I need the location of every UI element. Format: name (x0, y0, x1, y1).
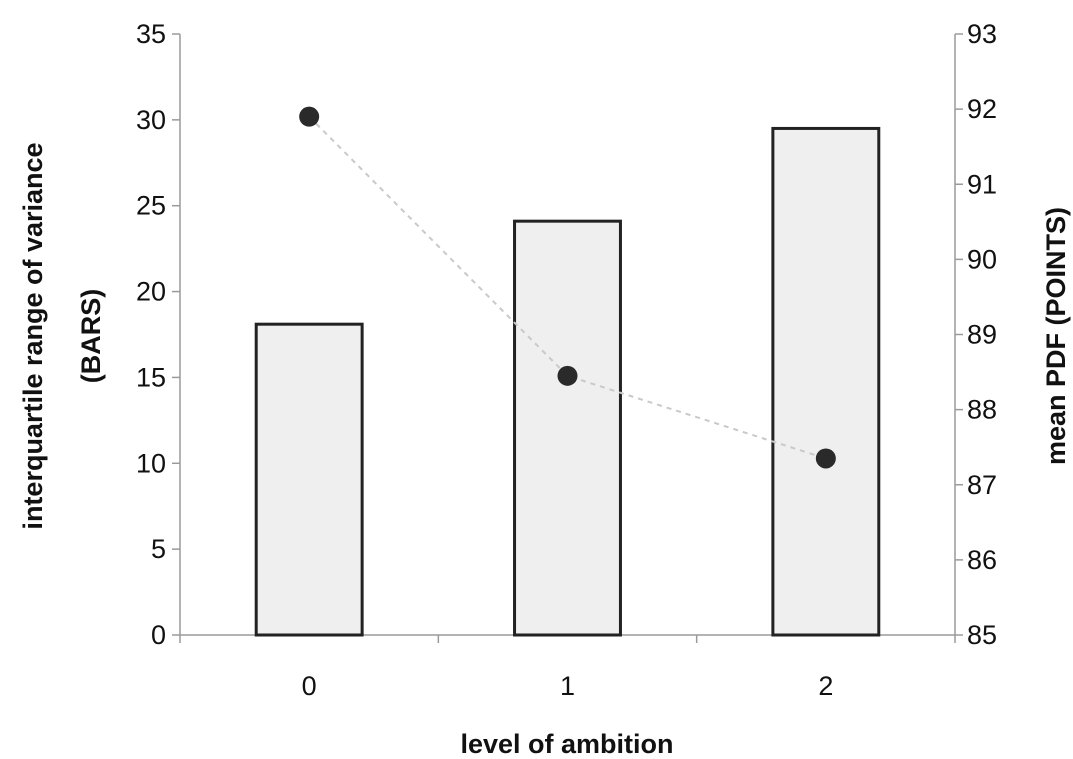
left-axis-title-line2-wrap: (BARS) (76, 289, 106, 384)
points (299, 106, 836, 469)
left-tick-label: 25 (136, 191, 166, 221)
data-point (557, 365, 578, 386)
data-point (299, 106, 320, 127)
data-point (815, 448, 836, 469)
bar (771, 126, 881, 637)
right-tick-label: 89 (967, 320, 997, 350)
trend-line (308, 115, 827, 460)
right-tick-label: 92 (967, 94, 997, 124)
left-tick-label: 5 (151, 534, 166, 564)
left-tick-label: 20 (136, 277, 166, 307)
labels: 0 5 10 15 20 25 30 35 85 86 87 88 89 90 91 92 93 0 1 2 (136, 19, 997, 701)
right-tick-label: 88 (967, 395, 997, 425)
left-axis-title-line1-wrap: interquartile range of variance (18, 142, 48, 529)
right-tick-label: 91 (967, 169, 997, 199)
bars (254, 126, 881, 637)
trend-line-group (308, 115, 827, 460)
bar (254, 322, 364, 637)
x-tick-label: 0 (302, 671, 317, 701)
bar (513, 219, 622, 637)
x-tick-label: 1 (560, 671, 575, 701)
right-tick-label: 87 (967, 470, 997, 500)
x-tick-label: 2 (818, 671, 833, 701)
right-tick-label: 93 (967, 19, 997, 49)
right-tick-label: 85 (967, 620, 997, 650)
left-axis-title-line2: (BARS) (76, 289, 106, 384)
left-tick-label: 0 (151, 620, 166, 650)
right-axis-title: mean PDF (POINTS) (1041, 207, 1071, 465)
x-axis-title: level of ambition (460, 729, 673, 759)
right-tick-label: 86 (967, 545, 997, 575)
left-axis-title-line1: interquartile range of variance (18, 142, 48, 529)
left-tick-label: 10 (136, 448, 166, 478)
right-tick-label: 90 (967, 244, 997, 274)
left-tick-label: 35 (136, 19, 166, 49)
right-axis-title-wrap: mean PDF (POINTS) (1041, 207, 1071, 465)
left-tick-label: 15 (136, 362, 166, 392)
left-tick-label: 30 (136, 105, 166, 135)
